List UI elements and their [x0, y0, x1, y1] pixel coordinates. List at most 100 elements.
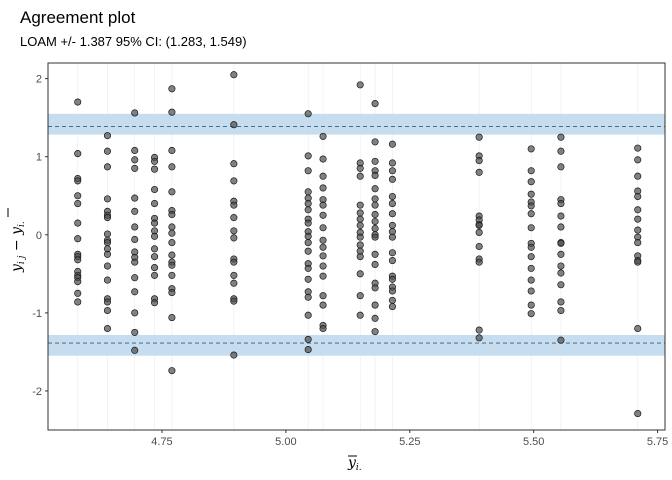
data-point [74, 192, 82, 200]
data-point [557, 163, 565, 171]
data-point [103, 239, 112, 247]
y-axis-title-main: y [9, 263, 25, 273]
data-point [371, 195, 379, 203]
data-point [371, 171, 379, 179]
data-point [356, 201, 364, 209]
data-point [557, 223, 565, 231]
y-tick-label: -1 [32, 308, 42, 320]
svg-text:yi j − yi.: yi j − yi. [9, 221, 27, 273]
x-axis-title: yi. [347, 455, 362, 473]
data-point [356, 270, 364, 278]
data-point [103, 214, 112, 222]
data-point [475, 258, 483, 266]
data-point [304, 264, 312, 272]
data-point [356, 164, 364, 172]
data-point [230, 351, 238, 359]
data-point [230, 177, 238, 185]
data-point [557, 212, 565, 220]
y-tick-label: -2 [32, 386, 42, 398]
data-point [527, 287, 535, 295]
data-point [388, 167, 396, 175]
data-point [230, 271, 238, 279]
data-point [74, 278, 82, 286]
data-point [151, 200, 159, 208]
data-point [475, 242, 483, 251]
data-point [557, 269, 565, 277]
data-point [388, 175, 396, 183]
data-point [230, 71, 238, 79]
data-point [103, 132, 112, 140]
data-point [74, 219, 82, 227]
data-point [304, 167, 312, 175]
data-point [527, 178, 535, 186]
data-point [356, 209, 364, 217]
data-point [131, 328, 139, 336]
data-point [151, 185, 159, 194]
data-point [131, 274, 139, 282]
data-point [319, 243, 327, 251]
data-point [131, 194, 139, 202]
data-point [319, 172, 327, 180]
data-point [74, 98, 82, 106]
data-point [475, 133, 483, 141]
data-point [356, 221, 364, 229]
data-point [131, 346, 139, 354]
chart-title: Agreement plot [20, 8, 136, 27]
x-axis-title-main: y [347, 455, 357, 471]
data-point [527, 253, 535, 261]
data-point [388, 221, 396, 229]
data-point [634, 215, 642, 223]
data-point [319, 155, 327, 163]
data-point [168, 229, 176, 237]
data-point [151, 165, 159, 173]
data-point [557, 147, 565, 155]
data-point [388, 233, 396, 241]
data-point [388, 257, 396, 265]
data-point [371, 100, 379, 108]
data-point [388, 140, 396, 148]
data-point [356, 311, 364, 319]
data-point [151, 253, 159, 261]
data-point [388, 249, 396, 257]
data-point [168, 271, 176, 279]
y-tick-label: 2 [36, 74, 42, 86]
panel-border [47, 62, 666, 431]
data-point [475, 157, 483, 165]
data-point [527, 190, 535, 198]
data-point [230, 121, 238, 129]
data-point [388, 275, 396, 283]
data-point [131, 207, 139, 215]
data-point [304, 311, 312, 319]
data-point [527, 310, 535, 318]
data-point [527, 224, 535, 232]
data-point [475, 228, 483, 236]
data-point [388, 303, 396, 311]
data-point [356, 292, 364, 300]
data-point [103, 276, 112, 284]
data-point [304, 206, 312, 214]
data-point [168, 314, 176, 322]
data-point [356, 81, 364, 89]
data-point [151, 219, 159, 227]
data-point [131, 156, 139, 164]
data-point [557, 200, 565, 208]
axis-ticks: 4.75 5.00 5.25 5.50 5.75 -2 -1 0 1 2 [32, 74, 668, 448]
data-point [168, 108, 176, 116]
data-point [151, 264, 159, 272]
data-point [356, 233, 364, 241]
data-point [230, 297, 238, 305]
data-point [103, 163, 112, 171]
data-point [103, 306, 112, 315]
data-point [168, 367, 176, 375]
data-point [304, 335, 312, 343]
data-point [527, 210, 535, 218]
data-point [388, 200, 396, 208]
data-point [74, 235, 82, 243]
data-point [131, 288, 139, 296]
data-point [356, 253, 364, 261]
data-points [74, 71, 642, 418]
data-point [131, 309, 139, 317]
data-point [230, 160, 238, 168]
data-point [168, 251, 176, 259]
data-point [74, 298, 82, 306]
